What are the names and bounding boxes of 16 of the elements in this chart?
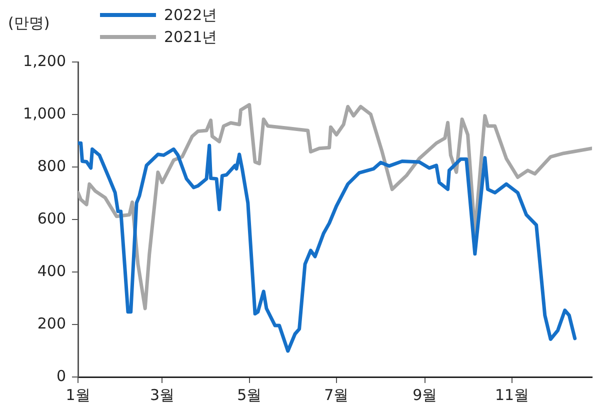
y-tick-label: 0 <box>56 366 66 385</box>
x-tick-label: 3월 <box>150 386 175 404</box>
y-tick-label: 400 <box>37 262 66 280</box>
y-tick-label: 600 <box>37 209 66 228</box>
x-tick-label: 11월 <box>495 386 530 404</box>
x-tick-label: 7월 <box>324 386 349 404</box>
legend-label: 2022년 <box>164 6 218 24</box>
y-tick-label: 1,000 <box>23 104 66 122</box>
y-tick-label: 200 <box>37 314 66 332</box>
x-tick-label: 5월 <box>237 386 262 404</box>
legend-label: 2021년 <box>164 28 218 46</box>
x-tick-label: 1월 <box>66 386 90 404</box>
y-axis-title: (만명) <box>8 14 50 33</box>
y-tick-label: 800 <box>37 156 66 175</box>
y-tick-label: 1,200 <box>23 52 66 70</box>
x-tick-label: 9월 <box>412 386 438 404</box>
